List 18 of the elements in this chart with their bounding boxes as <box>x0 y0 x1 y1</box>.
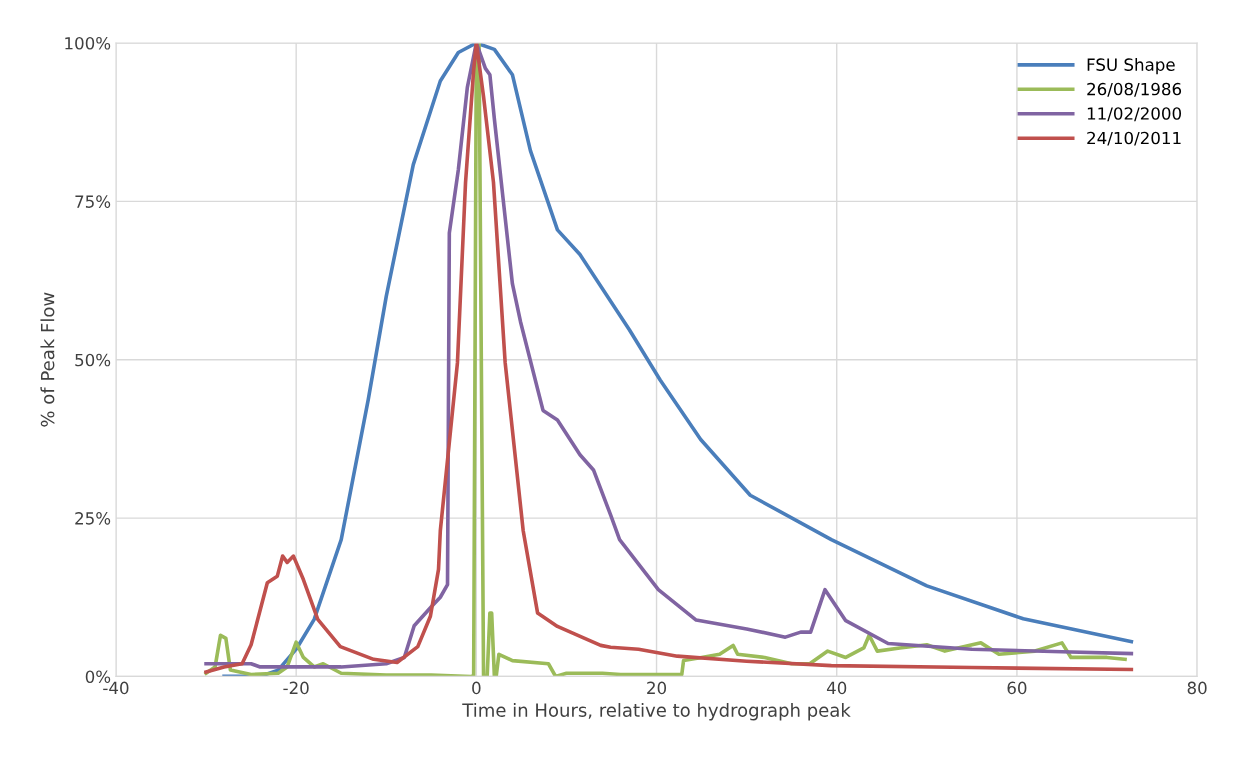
legend-label: 11/02/2000 <box>1087 107 1182 122</box>
x-tick-label: 80 <box>1187 681 1207 695</box>
x-tick-label: 60 <box>1007 681 1027 695</box>
x-tick-label: 20 <box>647 681 667 695</box>
y-tick-label: 0% <box>85 670 111 683</box>
x-tick-label: -40 <box>103 681 129 695</box>
x-axis-title: Time in Hours, relative to hydrograph peak <box>462 702 851 721</box>
y-axis-title: % of Peak Flow <box>40 292 55 427</box>
y-tick-label: 75% <box>75 195 111 208</box>
x-tick-label: -20 <box>283 681 309 695</box>
y-tick-label: 100% <box>65 36 111 50</box>
x-tick-label: 40 <box>826 681 847 695</box>
x-tick-label: 0 <box>472 681 481 695</box>
y-tick-label: 25% <box>75 512 111 525</box>
legend-label: FSU Shape <box>1087 58 1175 75</box>
legend-label: 26/08/1986 <box>1087 82 1182 97</box>
y-tick-label: 50% <box>75 353 111 367</box>
legend-label: 24/10/2011 <box>1087 131 1181 146</box>
